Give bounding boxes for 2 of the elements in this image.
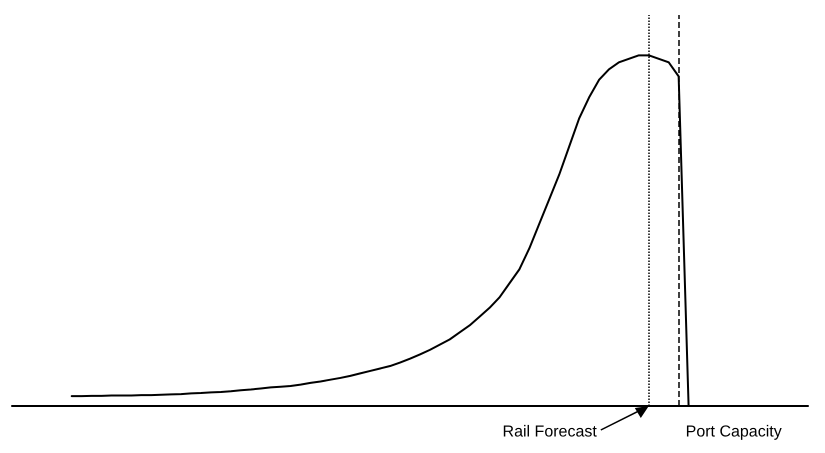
text: Port Capacity — [686, 424, 782, 440]
text: Rail Forecast — [502, 424, 598, 440]
